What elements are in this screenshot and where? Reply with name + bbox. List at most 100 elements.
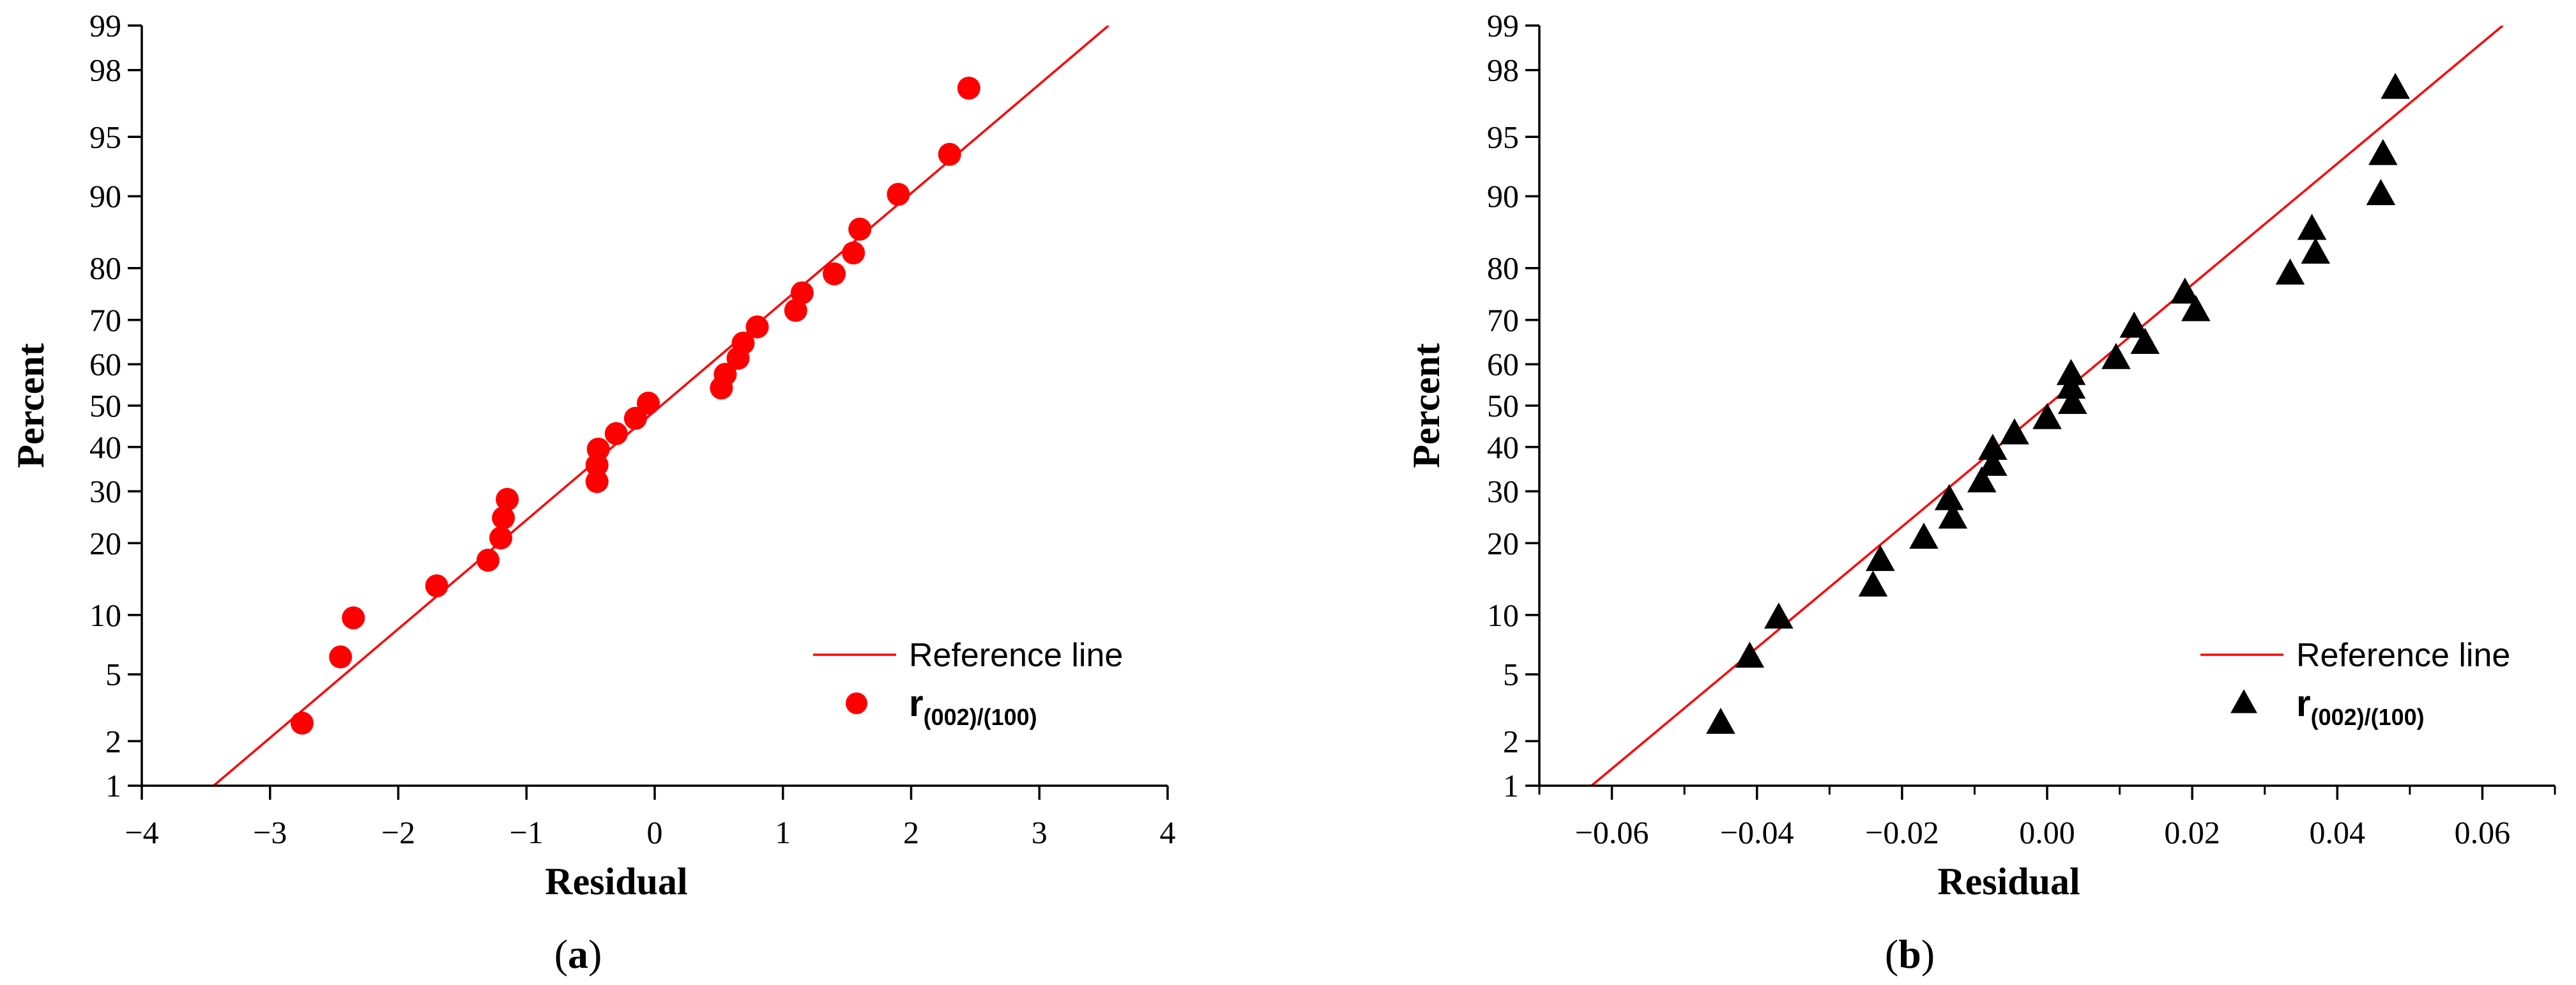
y-tick-label: 20 [89,525,121,561]
data-point [713,362,737,386]
legend-line-label: Reference line [2296,637,2510,674]
data-point [1865,545,1895,571]
data-point [2119,311,2149,338]
x-tick-label: −2 [381,814,415,850]
data-point [1858,570,1888,597]
y-tick-label: 95 [1487,119,1519,155]
y-tick-label: 30 [1487,473,1519,509]
y-tick-label: 80 [1487,250,1519,286]
y-tick-label: 40 [89,429,121,465]
data-point [1706,707,1735,734]
data-point [842,241,865,264]
x-tick-label: 2 [903,814,919,850]
data-point [745,315,769,339]
x-tick-label: −4 [125,814,158,850]
data-point [2000,418,2029,445]
legend-series-label: r(002)/(100) [909,683,1037,730]
panel-label: (b) [1885,931,1935,977]
x-tick-label: 0.04 [2310,814,2366,850]
data-point [1978,450,2008,476]
data-point [1967,466,1997,492]
x-axis-title: Residual [545,860,687,903]
x-tick-label: 0.02 [2164,814,2220,850]
y-axis-title: Percent [1405,343,1447,468]
x-tick-label: −0.04 [1720,814,1794,850]
y-tick-label: 30 [89,473,121,509]
data-point [1909,523,1939,549]
x-tick-label: −1 [510,814,544,850]
y-tick-label: 40 [1487,429,1519,465]
data-point [2056,358,2086,385]
y-tick-label: 98 [1487,52,1519,88]
data-point [938,142,961,166]
y-tick-label: 99 [1487,8,1519,43]
data-point [2381,73,2410,99]
data-point [425,574,448,598]
x-tick-label: 0.06 [2455,814,2511,850]
data-point [2368,139,2398,165]
y-tick-label: 1 [105,768,121,804]
data-point [496,487,519,511]
y-tick-label: 70 [1487,302,1519,338]
y-tick-label: 80 [89,250,121,286]
data-point [1978,434,2008,460]
y-tick-label: 98 [89,52,121,88]
data-series [290,77,980,735]
y-tick-label: 50 [1487,388,1519,424]
data-point [2056,372,2086,399]
data-point [2301,237,2331,264]
chart-panel-b: 1 2 5 10 20 30 40 50 60 70 80 90 95 98 99 −0.06 −0.04 −0.… [1405,8,2556,977]
data-point [790,281,814,305]
x-tick-label: 0 [647,814,663,850]
y-axis-title: Percent [10,343,52,468]
y-tick-label: 10 [1487,597,1519,633]
legend: Reference line r(002)/(100) [2200,637,2510,730]
data-point [492,506,515,530]
data-point [2297,213,2327,240]
legend-series-label: r(002)/(100) [2296,683,2425,730]
y-tick-label: 50 [89,388,121,424]
y-tick-label: 10 [89,597,121,633]
data-point [887,183,910,206]
data-series [1706,73,2410,734]
data-point [329,645,353,669]
x-tick-label: −0.06 [1575,814,1649,850]
data-point [823,262,846,286]
x-axis-title: Residual [1937,860,2080,903]
data-point [2032,402,2062,429]
y-tick-label: 5 [1503,657,1519,692]
data-point [2170,277,2200,304]
legend-marker [846,692,867,714]
y-tick-label: 2 [105,723,121,759]
data-point [290,711,314,735]
data-point [2275,258,2305,285]
y-tick-label: 60 [1487,346,1519,382]
data-point [636,392,660,415]
x-tick-label: 1 [775,814,791,850]
y-tick-label: 60 [89,346,121,382]
x-tick-label: 0.00 [2019,814,2075,850]
data-point [1764,602,1794,629]
data-point [848,217,872,241]
data-point [1938,502,1968,529]
data-point [623,406,647,430]
y-tick-label: 5 [105,657,121,692]
x-tick-label: −3 [253,814,287,850]
data-point [2366,179,2396,206]
y-tick-label: 70 [89,302,121,338]
data-point [1934,484,1964,510]
x-tick-label: 4 [1160,814,1176,850]
y-tick-label: 2 [1503,723,1519,759]
data-point [957,77,980,100]
data-point [1735,641,1765,668]
x-tick-label: −0.02 [1865,814,1939,850]
panel-label: (a) [554,931,602,977]
y-tick-label: 90 [89,178,121,214]
legend-marker [2230,689,2257,714]
data-point [342,606,365,630]
data-point [731,332,755,355]
data-point [585,470,609,493]
y-tick-label: 90 [1487,178,1519,214]
data-point [2057,388,2087,414]
